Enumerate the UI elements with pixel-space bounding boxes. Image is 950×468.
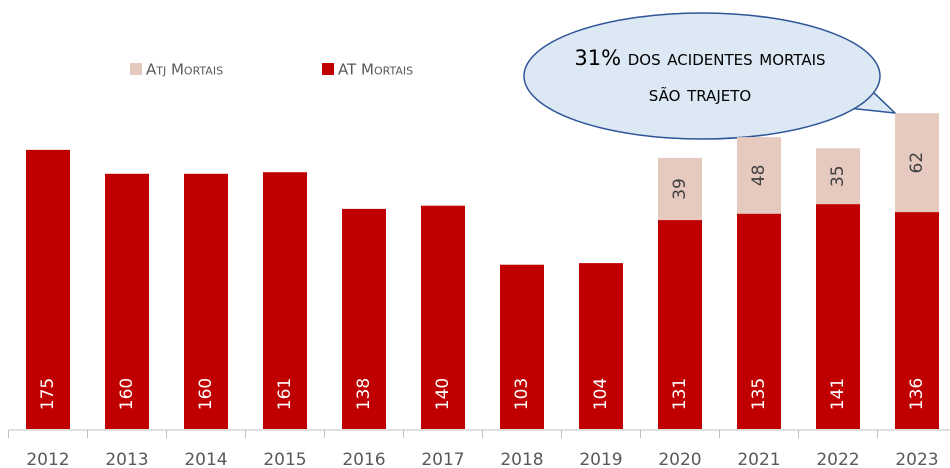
x-tick-label: 2012 [26, 450, 69, 468]
bar [737, 137, 781, 214]
x-tick-label: 2013 [105, 450, 148, 468]
value-label: 138 [354, 378, 374, 410]
value-label: 160 [117, 378, 137, 410]
value-label: 35 [828, 165, 848, 187]
value-label: 131 [670, 378, 690, 410]
bar [816, 204, 860, 429]
bar [737, 213, 781, 429]
callout-bubble [523, 12, 881, 140]
x-tick-label: 2018 [500, 450, 543, 468]
value-label: 161 [275, 378, 295, 410]
x-tick-label: 2023 [895, 450, 938, 468]
bar [26, 149, 70, 429]
bar [263, 172, 307, 429]
x-tick-label: 2016 [342, 450, 385, 468]
legend-label: AT Mortais [338, 61, 413, 79]
value-label: 104 [591, 378, 611, 410]
value-label: 140 [433, 378, 453, 410]
x-tick-label: 2020 [658, 450, 701, 468]
value-label: 135 [749, 378, 769, 410]
legend-swatch [322, 63, 334, 75]
x-tick-label: 2019 [579, 450, 622, 468]
x-tick-label: 2015 [263, 450, 306, 468]
value-label: 62 [907, 152, 927, 174]
bar [500, 264, 544, 429]
x-tick-label: 2021 [737, 450, 780, 468]
bar [342, 208, 386, 429]
bar [579, 263, 623, 429]
callout-text: 31% dos acidentes mortais são trajeto [574, 46, 826, 106]
bar [184, 173, 228, 429]
legend-swatch [130, 63, 142, 75]
bar [658, 157, 702, 221]
x-tick-label: 2014 [184, 450, 227, 468]
bar [105, 173, 149, 429]
value-label: 39 [670, 178, 690, 200]
bar [658, 220, 702, 429]
value-label: 136 [907, 378, 927, 410]
legend-label: Atj Mortais [146, 61, 223, 79]
bar [895, 113, 939, 213]
value-label: 103 [512, 378, 532, 410]
value-label: 175 [38, 378, 58, 410]
x-tick-label: 2017 [421, 450, 464, 468]
x-tick-label: 2022 [816, 450, 859, 468]
value-label: 48 [749, 165, 769, 187]
value-label: 160 [196, 378, 216, 410]
bar [421, 205, 465, 429]
bar [816, 148, 860, 205]
bar [895, 212, 939, 429]
value-label: 141 [828, 378, 848, 410]
